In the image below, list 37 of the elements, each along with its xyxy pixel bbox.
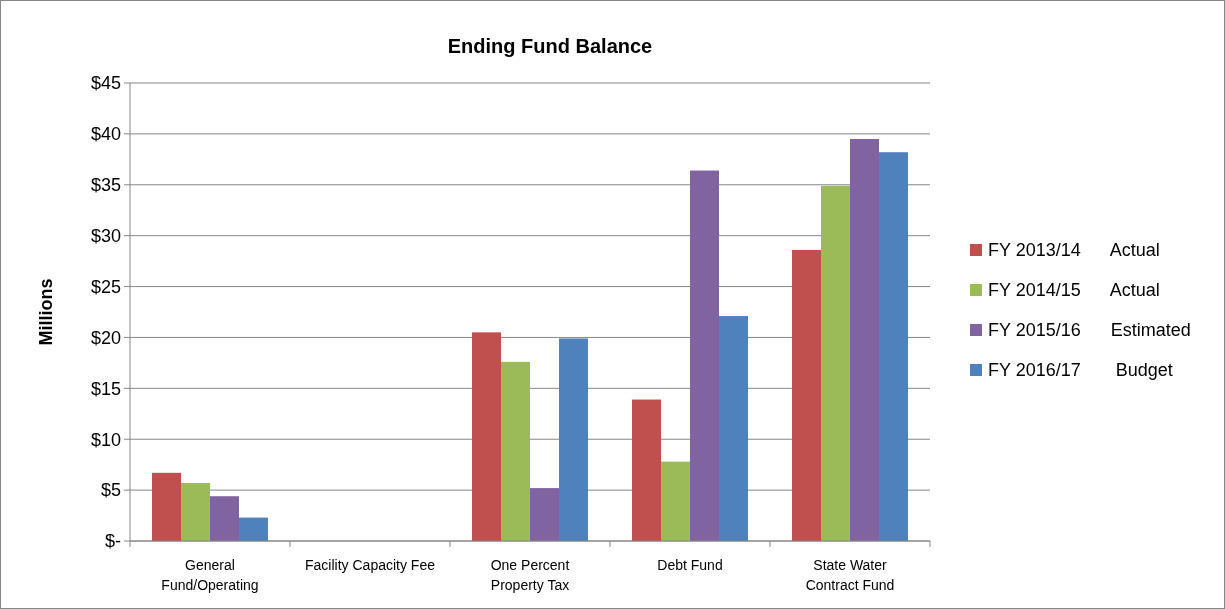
bar <box>472 332 501 541</box>
bar <box>239 517 268 541</box>
bar <box>152 472 181 541</box>
legend-label: FY 2016/17 Budget <box>988 360 1173 381</box>
y-tick-label: $30 <box>90 225 121 246</box>
legend-label: FY 2014/15 Actual <box>988 280 1160 301</box>
bar <box>501 361 530 541</box>
x-tick-label: Debt Fund <box>657 557 723 573</box>
bar <box>632 399 661 541</box>
x-tick-label: One Percent Property Tax <box>490 557 570 593</box>
bar <box>181 482 210 541</box>
bar <box>661 461 690 541</box>
y-tick-label: $- <box>104 531 121 552</box>
bar <box>530 488 559 541</box>
y-tick-label: $35 <box>90 175 121 196</box>
y-tick-label: $45 <box>90 73 121 94</box>
bar <box>690 170 719 541</box>
y-tick-label: $40 <box>90 124 121 145</box>
x-tick-label: State Water Contract Fund <box>805 557 895 593</box>
bar <box>821 185 850 541</box>
y-tick-label: $20 <box>90 327 121 348</box>
y-tick-label: $15 <box>90 378 121 399</box>
y-tick-label: $25 <box>90 276 121 297</box>
x-tick-label: Facility Capacity Fee <box>305 557 436 573</box>
y-axis-title: Millions <box>36 278 56 346</box>
x-tick-label: General Fund/Operating <box>161 557 259 593</box>
bar <box>559 338 588 541</box>
bar <box>879 152 908 541</box>
legend-label: FY 2013/14 Actual <box>988 240 1160 261</box>
bar <box>850 138 879 541</box>
legend-label: FY 2015/16 Estimated <box>988 320 1191 341</box>
chart-title: Ending Fund Balance <box>447 35 653 57</box>
bar <box>792 249 821 541</box>
y-tick-label: $10 <box>90 429 121 450</box>
y-tick-label: $5 <box>100 480 121 501</box>
bar <box>210 496 239 541</box>
bar <box>719 316 748 541</box>
